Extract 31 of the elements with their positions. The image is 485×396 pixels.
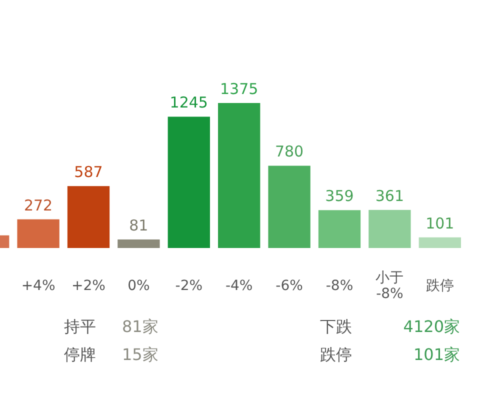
bar bbox=[17, 219, 60, 248]
bar bbox=[418, 237, 461, 248]
bar bbox=[368, 210, 411, 248]
x-tick-label: +4% bbox=[21, 278, 56, 294]
text: 下跌 4120家 bbox=[320, 317, 460, 336]
x-tick-label: -4% bbox=[225, 278, 253, 294]
x-tick-label: -6% bbox=[276, 278, 303, 294]
x-tick-label: 小于 -8% bbox=[376, 270, 404, 302]
data-label: 1245 bbox=[170, 94, 208, 112]
x-tick-label: 0% bbox=[128, 278, 150, 294]
data-label: 361 bbox=[375, 186, 404, 205]
data-label: 780 bbox=[274, 142, 304, 161]
data-label: 1375 bbox=[220, 80, 258, 98]
bar bbox=[118, 239, 160, 248]
text: 跌停 101家 bbox=[320, 345, 460, 364]
data-label: 81 bbox=[129, 216, 148, 234]
bar bbox=[168, 116, 210, 248]
data-label: 101 bbox=[426, 214, 454, 232]
x-tick-label: -2% bbox=[175, 278, 203, 294]
bar bbox=[218, 103, 260, 248]
text: 停牌 15家 bbox=[64, 345, 158, 364]
x-tick-label: +2% bbox=[72, 278, 106, 294]
bar bbox=[268, 166, 310, 248]
x-tick-label: 跌停 bbox=[426, 278, 454, 294]
data-label: 587 bbox=[74, 163, 103, 182]
bar bbox=[67, 186, 110, 248]
bar bbox=[318, 210, 361, 248]
data-label: 272 bbox=[24, 196, 53, 214]
x-tick-label: -8% bbox=[326, 278, 354, 294]
data-label: 359 bbox=[325, 187, 354, 206]
text: 持平 81家 bbox=[64, 317, 158, 336]
